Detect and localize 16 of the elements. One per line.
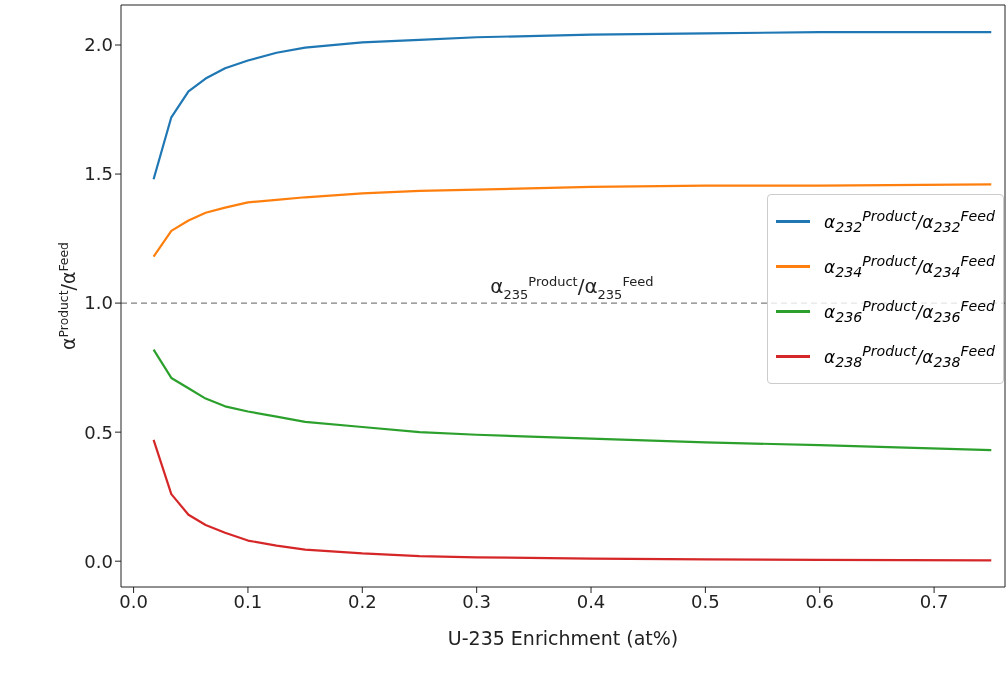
line-series bbox=[152, 438, 993, 562]
x-tick-label: 0.1 bbox=[233, 590, 263, 612]
y-tick-label: 1.0 bbox=[84, 292, 113, 314]
x-axis-title: U-235 Enrichment (at%) bbox=[447, 627, 679, 649]
x-tick-label: 0.4 bbox=[576, 590, 606, 612]
x-tick-label: 0.3 bbox=[462, 590, 491, 612]
y-tick-label: 0.0 bbox=[84, 550, 113, 572]
x-tick-label: 0.7 bbox=[919, 590, 949, 612]
x-tick-label: 0.0 bbox=[119, 590, 148, 612]
x-tick-label: 0.5 bbox=[691, 590, 720, 612]
x-tick-label: 0.2 bbox=[347, 590, 377, 612]
y-tick-label: 2.0 bbox=[84, 34, 113, 56]
y-tick-label: 1.5 bbox=[84, 163, 113, 185]
y-tick-label: 0.5 bbox=[84, 421, 113, 443]
x-tick-label: 0.6 bbox=[805, 590, 835, 612]
line-series bbox=[152, 31, 993, 181]
